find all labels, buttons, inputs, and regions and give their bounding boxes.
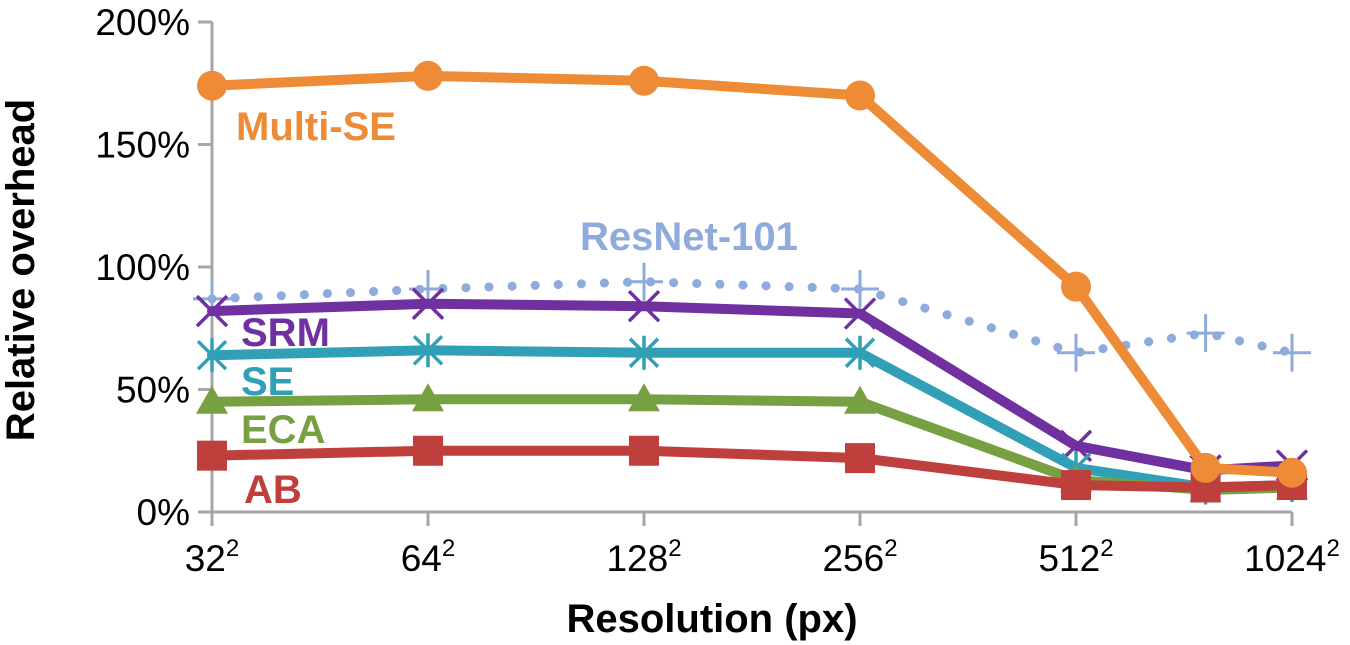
data-point-multi-se (1277, 457, 1307, 488)
x-ticks: 322 642 1282 2562 5122 10242 (185, 512, 1340, 579)
axes (210, 22, 1292, 514)
data-point-multi-se (413, 60, 443, 91)
series-label-se: SE (241, 360, 294, 404)
data-point-srm (843, 297, 877, 330)
data-point-se (412, 333, 444, 368)
y-ticks: 0% 50% 100% 150% 200% (95, 2, 212, 533)
data-point-ab (197, 440, 227, 471)
y-tick-label: 50% (116, 370, 190, 411)
data-point-ab (1061, 470, 1091, 501)
data-point-multi-se (845, 80, 875, 111)
data-point-eca (412, 383, 444, 412)
data-point-ab (413, 435, 443, 466)
x-tick-label: 5122 (1038, 535, 1113, 579)
x-axis-title: Resolution (px) (566, 597, 857, 641)
data-point-multi-se (197, 70, 227, 101)
x-tick-label: 322 (185, 535, 240, 579)
series-label-multi-se: Multi-SE (236, 105, 396, 149)
data-point-eca (628, 383, 660, 412)
y-tick-label: 200% (95, 2, 190, 43)
data-point-se (196, 338, 228, 373)
series-multi-se (197, 60, 1307, 488)
series-label-ab: AB (244, 468, 302, 512)
data-point-se (628, 335, 660, 370)
series-line-se (207, 345, 1297, 493)
series-line-resnet-101 (207, 277, 1297, 358)
series-se (196, 333, 1308, 505)
data-point-eca (844, 385, 876, 414)
series-label-eca: ECA (241, 408, 325, 452)
data-point-srm (411, 287, 445, 320)
x-tick-label: 10242 (1244, 535, 1340, 579)
data-point-resnet-101 (1057, 333, 1095, 372)
data-point-multi-se (1061, 271, 1091, 302)
series-label-resnet-101: ResNet-101 (580, 215, 798, 259)
series-group (193, 60, 1311, 505)
data-point-srm (195, 294, 229, 328)
y-tick-label: 0% (137, 492, 190, 533)
x-tick-label: 1282 (606, 535, 681, 579)
x-tick-label: 642 (401, 535, 456, 579)
data-point-resnet-101 (1186, 314, 1225, 353)
data-point-multi-se (1190, 452, 1221, 483)
y-tick-label: 100% (95, 247, 190, 288)
y-axis-title: Relative overhead (0, 99, 43, 441)
series-ab (197, 435, 1307, 503)
data-point-ab (845, 443, 875, 474)
data-point-resnet-101 (1273, 333, 1311, 372)
series-line-srm (207, 298, 1297, 476)
data-point-eca (196, 385, 228, 414)
data-point-ab (629, 435, 659, 466)
data-point-resnet-101 (841, 270, 879, 309)
x-tick-label: 2562 (822, 535, 897, 579)
data-point-multi-se (629, 65, 659, 96)
data-point-resnet-101 (625, 262, 663, 301)
data-point-srm (627, 289, 661, 323)
data-point-se (844, 335, 876, 370)
series-label-srm: SRM (241, 311, 330, 355)
y-tick-label: 150% (95, 125, 190, 166)
